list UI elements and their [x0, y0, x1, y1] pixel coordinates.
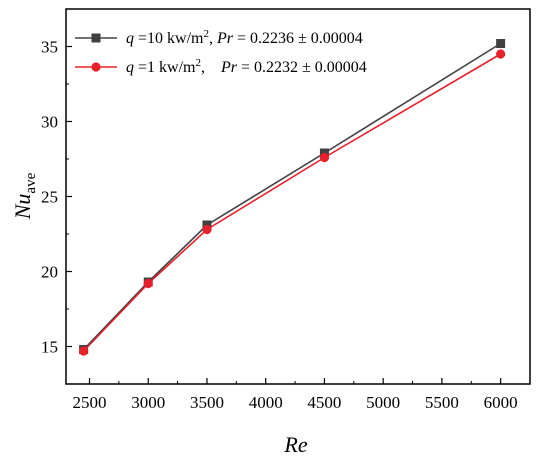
legend-separator: ,: [201, 59, 221, 76]
series-1-line: [83, 42, 502, 351]
y-tick-label: 25: [41, 188, 58, 207]
legend-q-symbol: q: [126, 59, 134, 76]
series-2-line: [83, 53, 502, 352]
y-axis-label-sub: ave: [23, 172, 39, 193]
legend-label: q =1 kw/m2, Pr = 0.2232 ± 0.00004: [126, 57, 367, 76]
x-tick-label: 5500: [425, 393, 459, 412]
legend-marker: [91, 33, 101, 43]
x-tick-label: 4000: [249, 393, 283, 412]
legend-q-symbol: q: [126, 30, 134, 47]
series-2-point: [202, 224, 212, 235]
y-axis-label-main: Nu: [10, 194, 35, 221]
legend-pr-value: = 0.2236 ± 0.00004: [233, 30, 363, 47]
legend-pr-symbol: Pr: [220, 59, 238, 76]
series-1-point: [496, 39, 506, 48]
series-2-point: [143, 278, 153, 289]
x-tick-label: 2500: [72, 393, 106, 412]
x-tick-label: 5000: [366, 393, 400, 412]
series-2-point: [319, 152, 330, 163]
x-axis-label: Re: [283, 432, 307, 457]
legend-entry-series-1: q =10 kw/m2, Pr = 0.2236 ± 0.00004: [75, 28, 363, 47]
series-layer: [79, 39, 506, 356]
y-tick-label: 20: [41, 263, 58, 282]
y-tick-label: 15: [41, 338, 58, 357]
legend: q =10 kw/m2, Pr = 0.2236 ± 0.00004 q =1 …: [75, 28, 367, 76]
y-tick-label: 30: [41, 113, 58, 132]
series-2-point: [496, 49, 506, 59]
legend-separator: ,: [209, 30, 217, 47]
y-axis-label: Nuave: [10, 172, 39, 220]
legend-entry-series-2: q =1 kw/m2, Pr = 0.2232 ± 0.00004: [75, 57, 367, 76]
legend-unit-exponent: 2: [195, 57, 201, 69]
legend-marker: [91, 62, 101, 72]
x-tick-label: 6000: [484, 393, 518, 412]
legend-q-value: =1 kw/m: [134, 59, 196, 76]
legend-pr-value: = 0.2232 ± 0.00004: [237, 59, 367, 76]
legend-q-value: =10 kw/m: [134, 30, 204, 47]
legend-label: q =10 kw/m2, Pr = 0.2236 ± 0.00004: [126, 28, 363, 47]
series-2-point: [79, 346, 89, 356]
legend-unit-exponent: 2: [203, 28, 209, 40]
y-axis: 15 20 25 30 35: [41, 38, 72, 357]
legend-pr-symbol: Pr: [216, 30, 234, 47]
y-tick-label: 35: [41, 38, 58, 57]
x-tick-label: 3000: [131, 393, 165, 412]
x-tick-label: 4500: [307, 393, 341, 412]
x-tick-label: 3500: [190, 393, 224, 412]
x-axis: 2500 3000 3500 4000 4500 5000 5500 6000: [72, 378, 518, 412]
